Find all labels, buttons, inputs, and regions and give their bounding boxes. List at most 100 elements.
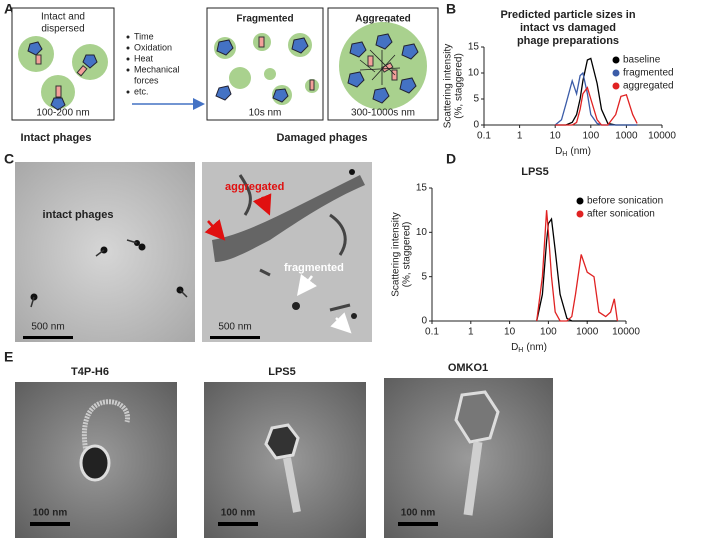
- y-tick-label: 5: [421, 271, 427, 282]
- legend-label: aggregated: [623, 81, 674, 92]
- legend-label: after sonication: [587, 209, 655, 220]
- series-line: [536, 210, 619, 322]
- phage-head: [272, 88, 289, 103]
- tails: [30, 239, 188, 308]
- scale-label: 100 nm: [33, 508, 68, 519]
- caption: Damaged phages: [276, 132, 367, 144]
- head: [79, 444, 111, 482]
- bullet: [126, 57, 130, 61]
- phage-head: [215, 85, 232, 101]
- scale-bar: [30, 522, 70, 526]
- factor: etc.: [134, 86, 149, 96]
- legend-marker: [612, 82, 620, 90]
- micrograph-title: LPS5: [268, 366, 296, 378]
- chart-title: Predicted particle sizes in: [500, 9, 635, 21]
- x-label-sub: H: [518, 347, 523, 354]
- scale-label: 500 nm: [31, 322, 64, 333]
- x-label-part: D: [511, 342, 518, 353]
- panel-label: C: [4, 151, 14, 167]
- caption: Intact phages: [21, 132, 92, 144]
- size-label: 10s nm: [249, 108, 282, 119]
- phage-tail: [309, 79, 315, 91]
- y-axis-label: (%, staggered): [402, 222, 413, 288]
- phage-head: [27, 41, 43, 56]
- y-tick-label: 0: [421, 316, 427, 327]
- factor: forces: [134, 75, 159, 85]
- phage-tail: [258, 36, 265, 48]
- phage-head: [216, 39, 234, 56]
- x-tick-label: 0.1: [477, 131, 491, 142]
- factor: Heat: [134, 53, 154, 63]
- box-title: dispersed: [41, 24, 84, 35]
- factor: Oxidation: [134, 42, 172, 52]
- x-tick-label: 1000: [576, 327, 599, 338]
- x-tick-label: 100: [540, 327, 557, 338]
- phage-tail: [35, 54, 42, 65]
- bullet: [126, 46, 130, 50]
- legend-label: before sonication: [587, 196, 663, 207]
- scale-label: 500 nm: [218, 322, 251, 333]
- y-tick-label: 10: [468, 68, 480, 79]
- y-axis-label: Scattering intensity: [443, 44, 454, 129]
- y-tick-label: 0: [473, 120, 479, 131]
- annotation: fragmented: [284, 262, 344, 274]
- legend-marker: [612, 56, 620, 64]
- scale-bar: [218, 522, 258, 526]
- tail: [81, 399, 131, 461]
- tail: [283, 457, 301, 513]
- legend-label: fragmented: [623, 68, 674, 79]
- chart-title: intact vs damaged: [520, 22, 616, 34]
- bullet: [126, 35, 130, 39]
- scale-bar: [23, 336, 73, 339]
- box-title: Aggregated: [355, 14, 411, 25]
- x-axis-label: DH (nm): [555, 146, 591, 158]
- fragment: [292, 302, 300, 310]
- panel-label: A: [4, 1, 14, 17]
- x-tick-label: 0.1: [425, 327, 439, 338]
- aggregate: [212, 175, 365, 262]
- factor: Mechanical: [134, 64, 180, 74]
- chart-title: phage preparations: [517, 35, 619, 47]
- tail: [463, 441, 483, 516]
- legend-marker: [576, 197, 584, 205]
- head: [454, 390, 500, 444]
- panel-c: intact phages 500 nm aggregated fragment…: [15, 162, 372, 342]
- panel-label: B: [446, 1, 456, 17]
- box-title: Intact and: [41, 12, 85, 23]
- x-tick-label: 10000: [612, 327, 640, 338]
- phage-head: [291, 37, 309, 54]
- phage-head: [375, 33, 393, 50]
- phage-head: [349, 41, 367, 58]
- fragment: [351, 313, 357, 319]
- box: [206, 7, 324, 121]
- panel-e: T4P-H6 LPS5 OMKO1 100 nm 100 nm 100 nm: [15, 362, 553, 538]
- y-axis-label: (%, staggered): [454, 53, 465, 119]
- legend-marker: [612, 69, 620, 77]
- scale-label: 100 nm: [221, 508, 256, 519]
- x-tick-label: 10: [504, 327, 516, 338]
- legend-label: baseline: [623, 55, 661, 66]
- series-line: [554, 71, 638, 126]
- panel-label: E: [4, 349, 13, 365]
- y-tick-label: 5: [473, 94, 479, 105]
- series-line: [555, 86, 638, 126]
- size-label: 300-1000s nm: [351, 108, 415, 119]
- phage-head: [399, 77, 417, 94]
- factor: Time: [134, 31, 154, 41]
- fragment: [349, 169, 355, 175]
- size-label: 100-200 nm: [36, 108, 89, 119]
- phage: [138, 243, 146, 251]
- phage-head: [372, 87, 390, 104]
- panel-label: D: [446, 151, 456, 167]
- arrow: [297, 274, 317, 296]
- arrow: [252, 193, 272, 216]
- x-tick-label: 1000: [615, 131, 638, 142]
- fragment: [229, 67, 251, 89]
- x-label-part: (nm): [526, 342, 547, 353]
- phage-tail: [367, 55, 374, 67]
- phage-head: [50, 97, 66, 111]
- annotation: intact phages: [43, 209, 114, 221]
- bullet: [126, 90, 130, 94]
- phage-head: [347, 71, 365, 88]
